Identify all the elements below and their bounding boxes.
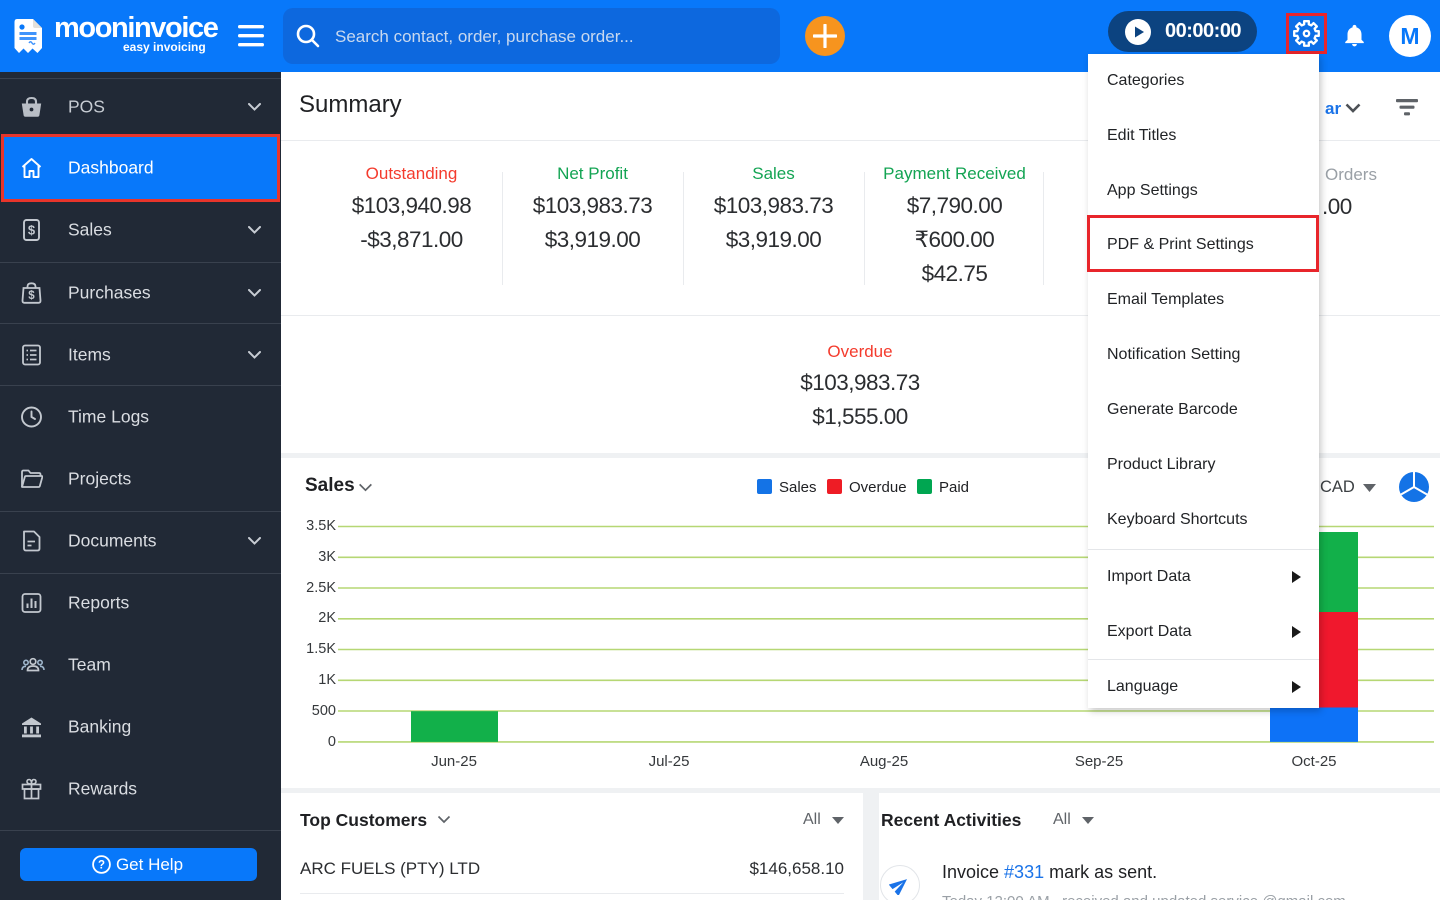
svg-text:?: ? xyxy=(98,860,105,872)
svg-text:$: $ xyxy=(28,290,35,302)
svg-text:$: $ xyxy=(28,223,36,238)
